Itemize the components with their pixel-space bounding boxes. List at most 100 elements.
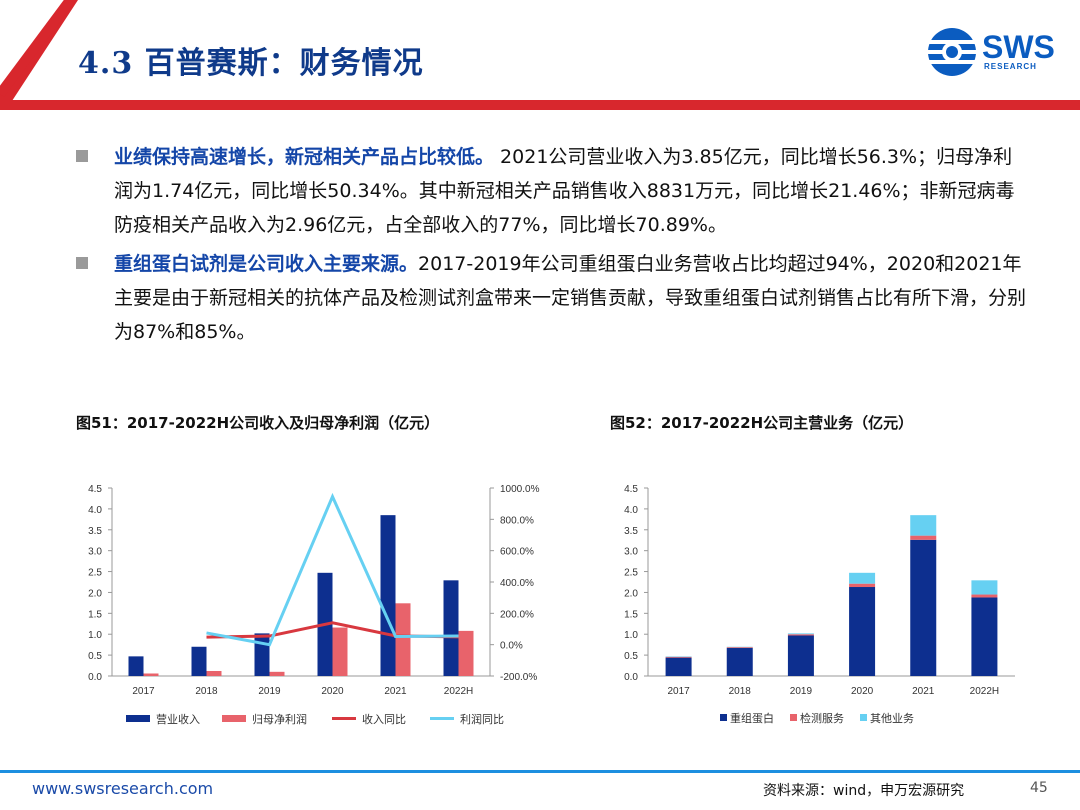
y-tick-label: 4.5 <box>624 484 638 495</box>
legend-label: 营业收入 <box>156 712 200 726</box>
bar-归母净利润 <box>143 673 159 676</box>
y-tick-label: 3.0 <box>624 547 638 558</box>
y-tick-label: 0.5 <box>88 651 102 662</box>
chart-left-title: 图51：2017-2022H公司收入及归母净利润（亿元） <box>76 414 440 432</box>
y-tick-label: 4.0 <box>88 505 102 516</box>
chart-right-title: 图52：2017-2022H公司主营业务（亿元） <box>610 414 914 432</box>
legend-label: 归母净利润 <box>252 712 307 726</box>
bar-营业收入 <box>443 580 459 676</box>
y2-tick-label: 0.0% <box>500 641 523 652</box>
x-tick-label: 2020 <box>321 686 344 697</box>
legend-label: 利润同比 <box>460 712 504 726</box>
y-tick-label: 2.5 <box>88 568 102 579</box>
x-tick-label: 2021 <box>384 686 407 697</box>
bullet-1-body: 2021公司营业收入为3.85亿元，同比增长56.3%；归母净利润为1.74亿元… <box>114 146 1015 236</box>
bullet-2-headline: 重组蛋白试剂是公司收入主要来源。 <box>114 253 419 275</box>
line-利润同比 <box>206 492 459 647</box>
header-banner <box>0 0 1080 110</box>
legend-swatch <box>126 715 150 722</box>
y-tick-label: 1.0 <box>624 630 638 641</box>
bullet-2-body: 2017-2019年公司重组蛋白业务营收占比均超过94%，2020和2021年主… <box>114 253 1027 343</box>
x-tick-label: 2020 <box>851 686 874 697</box>
bullet-1-headline: 业绩保持高速增长，新冠相关产品占比较低。 <box>114 146 495 168</box>
y-tick-label: 1.5 <box>624 609 638 620</box>
bar-其他业务 <box>787 633 814 635</box>
bar-重组蛋白 <box>787 635 814 676</box>
bar-重组蛋白 <box>726 648 753 676</box>
bar-重组蛋白 <box>849 587 876 676</box>
bar-重组蛋白 <box>910 539 937 676</box>
y-tick-label: 4.0 <box>624 505 638 516</box>
bullet-1: 业绩保持高速增长，新冠相关产品占比较低。 2021公司营业收入为3.85亿元，同… <box>76 140 1026 242</box>
bullet-square-icon <box>76 150 88 162</box>
y-tick-label: 2.0 <box>624 588 638 599</box>
y-tick-label: 0.0 <box>88 672 102 683</box>
page-number: 45 <box>1030 780 1048 796</box>
y-tick-label: 3.0 <box>88 547 102 558</box>
page-title: 4.3 百普赛斯：财务情况 <box>78 46 424 81</box>
bullet-2: 重组蛋白试剂是公司收入主要来源。2017-2019年公司重组蛋白业务营收占比均超… <box>76 247 1026 349</box>
bar-营业收入 <box>254 633 270 676</box>
logo-subtext: RESEARCH <box>984 62 1037 71</box>
bar-归母净利润 <box>332 627 348 676</box>
y2-tick-label: 1000.0% <box>500 484 540 495</box>
x-tick-label: 2017 <box>667 686 690 697</box>
bar-检测服务 <box>971 594 998 598</box>
bar-其他业务 <box>910 515 937 536</box>
x-tick-label: 2019 <box>258 686 281 697</box>
bar-检测服务 <box>665 656 692 658</box>
x-tick-label: 2019 <box>790 686 813 697</box>
bar-重组蛋白 <box>665 657 692 676</box>
bar-检测服务 <box>910 535 937 540</box>
footer-url[interactable]: www.swsresearch.com <box>32 779 214 798</box>
y-tick-label: 1.5 <box>88 609 102 620</box>
revenue-profit-chart: 0.0 0.5 1.0 1.5 2.0 2.5 3.0 3.5 4.0 4.5 -200.0% 0.0… <box>88 484 540 726</box>
x-tick-label: 2022H <box>444 686 473 697</box>
bar-重组蛋白 <box>971 597 998 676</box>
y-tick-label: 0.5 <box>624 651 638 662</box>
y2-tick-label: -200.0% <box>500 672 537 683</box>
y2-tick-label: 400.0% <box>500 578 534 589</box>
y-tick-label: 4.5 <box>88 484 102 495</box>
y2-tick-label: 200.0% <box>500 609 534 620</box>
y-tick-label: 2.5 <box>624 568 638 579</box>
y-tick-label: 3.5 <box>88 526 102 537</box>
x-tick-label: 2017 <box>132 686 155 697</box>
y-tick-label: 1.0 <box>88 630 102 641</box>
footer-source: 资料来源：wind，申万宏源研究 <box>763 783 965 799</box>
legend-label: 其他业务 <box>870 712 914 725</box>
bar-检测服务 <box>849 583 876 588</box>
legend-swatch <box>790 714 797 721</box>
legend-label: 收入同比 <box>362 712 406 726</box>
bar-归母净利润 <box>269 671 285 676</box>
bar-归母净利润 <box>395 603 411 676</box>
footer-divider <box>0 770 1080 773</box>
bullet-square-icon <box>76 257 88 269</box>
bar-营业收入 <box>191 646 207 676</box>
logo-wordmark: SWS <box>982 29 1055 65</box>
x-tick-label: 2018 <box>195 686 218 697</box>
legend-swatch <box>222 715 246 722</box>
y-tick-label: 3.5 <box>624 526 638 537</box>
y2-tick-label: 800.0% <box>500 515 534 526</box>
bar-其他业务 <box>849 572 876 584</box>
legend-label: 重组蛋白 <box>730 711 774 725</box>
legend-swatch <box>860 714 867 721</box>
legend-swatch <box>720 714 727 721</box>
bar-归母净利润 <box>458 630 474 676</box>
bar-营业收入 <box>128 656 144 676</box>
x-tick-label: 2022H <box>970 686 999 697</box>
y2-tick-label: 600.0% <box>500 547 534 558</box>
legend-label: 检测服务 <box>800 711 844 725</box>
y-tick-label: 2.0 <box>88 588 102 599</box>
bar-检测服务 <box>787 634 814 636</box>
bar-归母净利润 <box>206 670 222 676</box>
sws-logo-icon <box>928 28 976 76</box>
main-business-chart: 0.0 0.5 1.0 1.5 2.0 2.5 3.0 3.5 4.0 4.5 2017 2018 20… <box>624 484 1015 725</box>
x-tick-label: 2018 <box>729 686 752 697</box>
bar-其他业务 <box>971 580 998 595</box>
bar-检测服务 <box>726 647 753 649</box>
x-tick-label: 2021 <box>912 686 935 697</box>
y-tick-label: 0.0 <box>624 672 638 683</box>
bar-营业收入 <box>380 515 396 676</box>
